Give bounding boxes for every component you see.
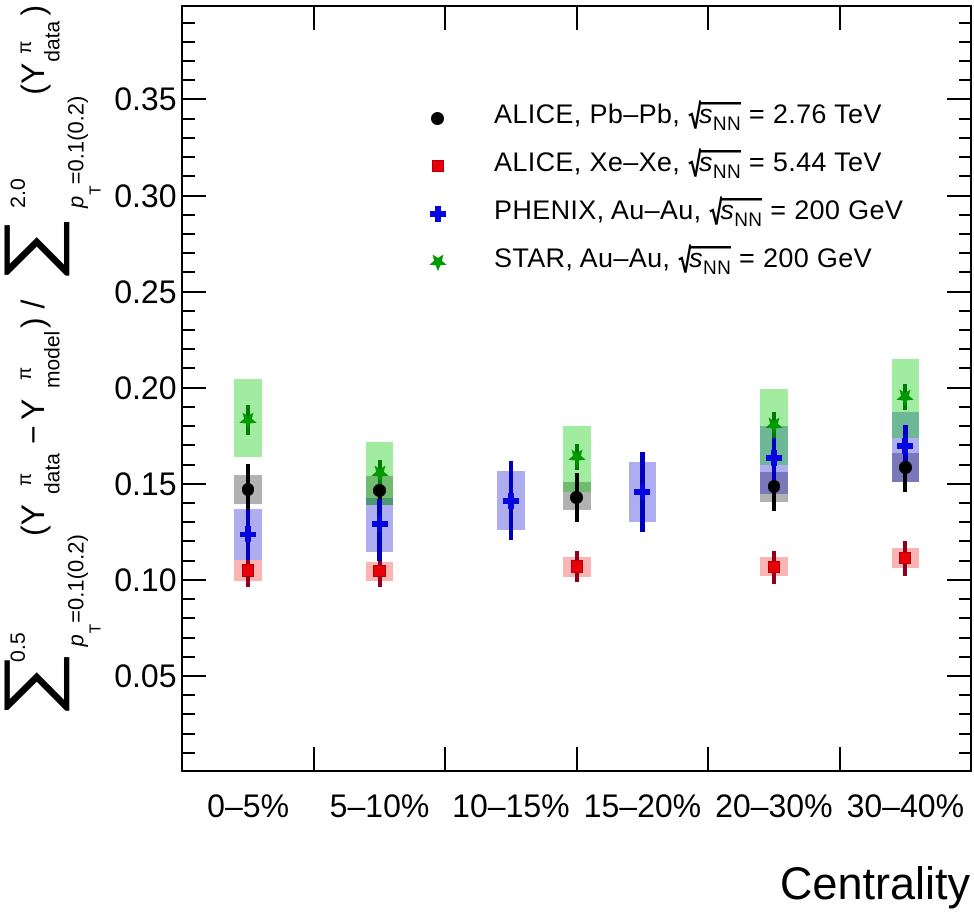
svg-text:0.5: 0.5 <box>6 632 30 662</box>
svg-text:−: − <box>15 425 51 444</box>
svg-text:π: π <box>15 473 36 486</box>
svg-text:Y: Y <box>15 399 51 420</box>
svg-text:π: π <box>15 367 36 380</box>
svg-text:T: T <box>87 623 104 633</box>
svg-text:model: model <box>42 331 65 388</box>
svg-text:=0.1(0.2): =0.1(0.2) <box>64 96 89 185</box>
svg-text:): ) <box>15 5 51 16</box>
svg-text:data: data <box>42 453 65 494</box>
svg-text:) /: ) / <box>15 299 51 328</box>
svg-text:p: p <box>64 196 89 209</box>
svg-text:2.0: 2.0 <box>6 178 30 208</box>
svg-text:T: T <box>87 185 104 195</box>
svg-text:=0.1(0.2): =0.1(0.2) <box>64 534 89 623</box>
svg-text:π: π <box>15 41 36 54</box>
svg-text:p: p <box>64 634 89 647</box>
svg-text:data: data <box>42 21 65 62</box>
svg-text:∑: ∑ <box>0 216 70 283</box>
svg-text:(Y: (Y <box>15 63 51 95</box>
svg-text:(Y: (Y <box>15 504 51 536</box>
svg-text:∑: ∑ <box>0 651 70 718</box>
